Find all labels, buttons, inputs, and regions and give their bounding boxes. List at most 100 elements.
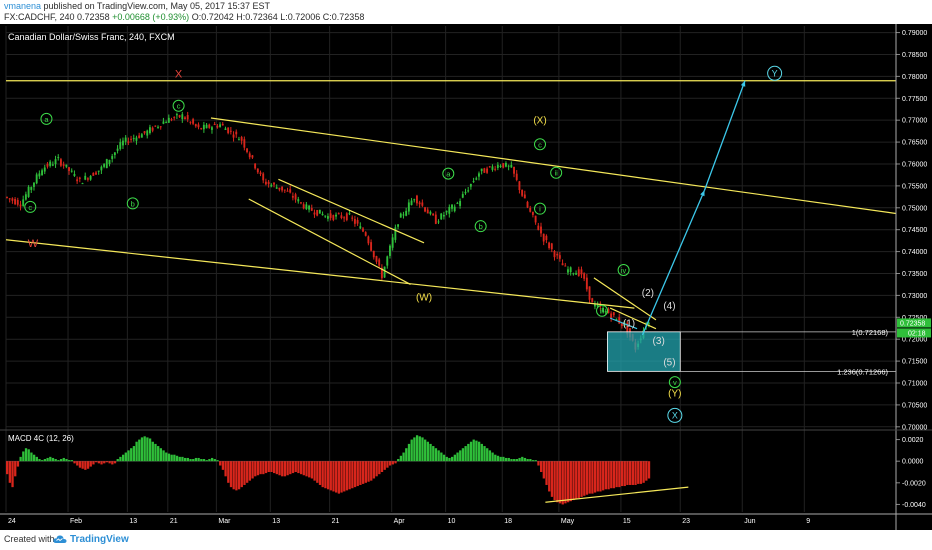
- macd-bar: [121, 454, 125, 462]
- wave-label: (1): [623, 319, 635, 330]
- price-candles: [6, 111, 650, 353]
- wave-label: W: [28, 238, 39, 250]
- trend-line: [609, 307, 657, 330]
- candle-body: [531, 211, 534, 215]
- macd-tick-label: -0.0040: [902, 502, 926, 509]
- candle-body: [189, 121, 192, 123]
- macd-bar: [192, 459, 195, 462]
- macd-bar: [351, 461, 354, 489]
- x-tick-label: 15: [623, 518, 631, 525]
- y-tick-label: 0.75000: [902, 205, 927, 212]
- macd-bar: [442, 454, 446, 462]
- x-tick-label: Mar: [218, 518, 231, 525]
- candle-body: [165, 122, 168, 124]
- macd-bar: [92, 461, 95, 465]
- author-link[interactable]: vmanena: [4, 1, 42, 11]
- macd-bar: [634, 461, 637, 485]
- macd-bar: [154, 443, 157, 462]
- cloud-icon: [53, 535, 67, 543]
- macd-bar: [221, 461, 225, 470]
- macd-bar: [496, 455, 500, 462]
- candle-body: [135, 137, 138, 141]
- candle-body: [569, 267, 572, 273]
- candle-body: [548, 242, 551, 249]
- wave-label: v: [673, 378, 677, 387]
- macd-bar: [545, 461, 548, 485]
- macd-bar: [113, 461, 117, 464]
- macd-bar: [32, 454, 36, 462]
- candle-body: [596, 304, 599, 307]
- x-tick-label: 24: [8, 518, 16, 525]
- chart-svg[interactable]: 1(0.72168) 1.236(0.71266) X Wc a b c (W) a b (X) c…: [0, 24, 932, 530]
- macd-bar: [418, 436, 421, 462]
- candle-body: [208, 124, 211, 128]
- macd-bar: [146, 437, 149, 462]
- candle-body: [372, 250, 375, 258]
- macd-bar: [391, 461, 394, 465]
- wave-label: X: [175, 68, 183, 80]
- candle-body: [583, 273, 586, 279]
- macd-bar: [299, 461, 303, 475]
- candle-body: [564, 265, 567, 267]
- y-tick-label: 0.75500: [902, 183, 927, 190]
- candle-body: [421, 202, 424, 206]
- candle-body: [585, 277, 588, 290]
- candle-body: [313, 212, 316, 215]
- candle-body: [572, 273, 575, 275]
- candle-body: [375, 256, 378, 262]
- candle-body: [124, 137, 127, 142]
- candle-body: [105, 159, 108, 169]
- macd-bar: [388, 461, 392, 466]
- macd-bar: [197, 457, 200, 462]
- candle-body: [148, 127, 151, 134]
- macd-bar: [504, 457, 508, 462]
- fib-level-label: 1.236(0.71266): [837, 367, 888, 376]
- macd-bar: [216, 460, 219, 462]
- candle-body: [402, 214, 405, 216]
- created-with-text: Created with: [4, 534, 55, 544]
- candle-body: [143, 131, 146, 134]
- macd-bar: [240, 461, 243, 488]
- macd-bar: [159, 448, 163, 462]
- candle-body: [521, 190, 524, 196]
- candle-body: [397, 224, 400, 227]
- candle-body: [324, 215, 327, 217]
- candle-body: [173, 117, 176, 119]
- candle-body: [192, 119, 195, 124]
- macd-bar: [637, 461, 640, 484]
- candle-body: [510, 165, 513, 168]
- fib-level-label: 1(0.72168): [852, 328, 889, 337]
- macd-bar: [407, 443, 411, 462]
- macd-bar: [138, 439, 141, 462]
- candle-body: [130, 138, 133, 140]
- macd-bar: [631, 461, 634, 485]
- macd-bar: [237, 461, 241, 490]
- x-tick-label: 18: [504, 518, 512, 525]
- macd-bar: [84, 461, 87, 470]
- candle-body: [151, 127, 154, 131]
- macd-bar: [175, 455, 179, 462]
- macd-bar: [24, 448, 28, 462]
- y-tick-label: 0.73000: [902, 293, 927, 300]
- macd-bar: [494, 454, 497, 462]
- macd-bar: [599, 461, 602, 492]
- macd-bar: [148, 438, 152, 462]
- macd-bar: [448, 457, 451, 462]
- macd-bar: [642, 461, 645, 483]
- macd-bar: [16, 461, 20, 467]
- fib-zone-rect: [607, 331, 681, 372]
- macd-bar: [456, 452, 459, 462]
- tradingview-logo[interactable]: TradingView: [53, 531, 129, 547]
- candle-body: [529, 207, 532, 212]
- candle-body: [391, 237, 394, 248]
- candle-body: [437, 221, 440, 223]
- macd-bar: [135, 441, 138, 462]
- candle-body: [62, 164, 65, 166]
- wave-label: (Y): [668, 389, 681, 400]
- arrow-head: [740, 80, 746, 87]
- macd-bar: [167, 453, 171, 462]
- macd-bar: [469, 441, 473, 462]
- candle-body: [178, 115, 181, 118]
- candle-body: [464, 191, 467, 194]
